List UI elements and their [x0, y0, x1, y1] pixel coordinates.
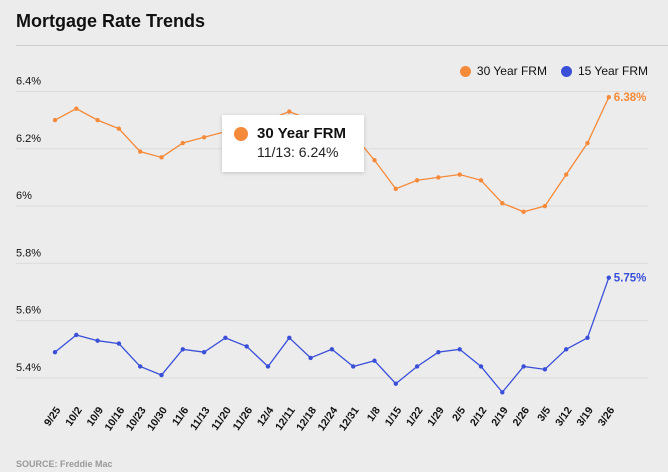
data-point-15-year — [478, 364, 484, 369]
data-point-15-year — [351, 364, 356, 369]
end-label-30-year: 6.38% — [614, 92, 647, 104]
x-tick-label: 2/19 — [489, 405, 511, 429]
data-point-30-year — [457, 172, 462, 177]
data-point-30-year — [138, 149, 143, 154]
data-point-30-year — [74, 106, 79, 111]
data-point-15-year — [265, 364, 271, 369]
x-tick-label: 3/26 — [596, 405, 618, 429]
chart-legend: 30 Year FRM 15 Year FRM — [446, 64, 648, 78]
data-point-15-year — [606, 275, 611, 280]
data-point-30-year — [180, 140, 185, 146]
data-point-30-year — [287, 109, 292, 114]
legend-15-year-dot — [560, 65, 572, 77]
y-tick-label: 5.8% — [16, 247, 41, 259]
data-point-30-year — [414, 178, 420, 183]
data-point-15-year — [414, 364, 420, 369]
data-point-15-year — [287, 335, 292, 341]
data-point-15-year — [308, 355, 313, 361]
x-tick-label: 3/12 — [553, 405, 575, 429]
y-tick-label: 5.6% — [16, 305, 41, 317]
source-note: SOURCE: Freddie Mac — [16, 459, 113, 469]
data-point-15-year — [159, 372, 164, 378]
data-point-15-year — [500, 390, 505, 395]
data-point-30-year — [500, 200, 505, 206]
data-point-15-year — [329, 347, 335, 352]
chart-title: Mortgage Rate Trends — [16, 11, 206, 31]
tooltip-series-name: 30 Year FRM — [257, 125, 346, 142]
data-point-30-year — [159, 155, 164, 160]
x-tick-label: 12/24 — [315, 405, 340, 434]
data-point-15-year — [457, 347, 462, 352]
legend-30-year-label: 30 Year FRM — [476, 64, 547, 78]
legend-15-year-label: 15 Year FRM — [577, 64, 648, 78]
series-line-15-year — [54, 277, 610, 394]
legend-item-30-year[interactable]: 30 Year FRM — [459, 64, 547, 78]
data-point-15-year — [521, 364, 526, 369]
data-point-15-year — [180, 347, 185, 352]
tooltip-series-dot — [234, 126, 248, 141]
x-tick-label: 12/31 — [337, 405, 362, 434]
data-point-30-year — [393, 186, 398, 192]
data-point-15-year — [542, 367, 548, 372]
x-tick-label: 2/5 — [450, 405, 468, 424]
data-point-15-year — [564, 347, 569, 352]
y-tick-label: 5.4% — [16, 362, 41, 374]
data-point-15-year — [95, 338, 100, 343]
data-point-30-year — [606, 94, 611, 100]
data-point-30-year — [95, 117, 100, 123]
x-tick-label: 11/13 — [188, 405, 213, 433]
data-point-30-year — [542, 203, 548, 209]
data-point-30-year — [116, 126, 122, 131]
x-tick-label: 10/23 — [124, 405, 149, 434]
legend-30-year-dot — [459, 65, 471, 77]
x-tick-label: 10/2 — [63, 405, 85, 429]
data-point-15-year — [436, 349, 441, 355]
x-tick-label: 1/22 — [404, 405, 426, 429]
x-tick-label: 2/26 — [511, 405, 533, 429]
data-point-15-year — [52, 349, 58, 355]
x-tick-label: 1/15 — [383, 405, 405, 429]
y-tick-label: 6.4% — [16, 75, 41, 87]
data-point-15-year — [138, 364, 143, 369]
data-point-30-year — [52, 117, 58, 123]
x-tick-label: 9/25 — [42, 405, 64, 429]
data-point-15-year — [201, 349, 207, 355]
x-tick-label: 3/5 — [535, 405, 553, 424]
data-point-15-year — [585, 335, 590, 341]
end-label-15-year: 5.75% — [614, 273, 647, 285]
data-point-30-year — [201, 135, 207, 140]
data-point-30-year — [521, 209, 526, 214]
data-point-15-year — [116, 341, 122, 346]
x-tick-label: 12/18 — [294, 405, 319, 434]
data-point-30-year — [478, 178, 484, 183]
y-tick-label: 6% — [16, 190, 32, 202]
x-tick-label: 3/19 — [574, 405, 596, 429]
hover-tooltip: 30 Year FRM 11/13: 6.24% — [222, 115, 364, 172]
data-point-30-year — [436, 175, 441, 180]
tooltip-value: 11/13: 6.24% — [257, 144, 339, 160]
data-point-15-year — [244, 344, 249, 349]
legend-item-15-year[interactable]: 15 Year FRM — [560, 64, 648, 78]
title-divider — [16, 45, 668, 46]
x-tick-label: 11/26 — [231, 405, 256, 433]
data-point-15-year — [223, 335, 228, 341]
data-point-30-year — [564, 172, 569, 177]
data-point-15-year — [74, 332, 79, 338]
y-tick-label: 6.2% — [16, 133, 41, 145]
x-tick-label: 10/16 — [102, 405, 127, 434]
x-tick-label: 10/30 — [145, 405, 170, 434]
x-tick-label: 12/11 — [273, 405, 298, 433]
x-tick-label: 2/12 — [468, 405, 490, 429]
x-tick-label: 1/29 — [425, 405, 447, 429]
data-point-30-year — [585, 140, 590, 146]
x-tick-label: 1/8 — [365, 405, 383, 424]
data-point-15-year — [372, 358, 377, 363]
x-tick-label: 11/20 — [209, 405, 234, 433]
data-point-30-year — [372, 158, 377, 163]
data-point-15-year — [393, 381, 398, 386]
